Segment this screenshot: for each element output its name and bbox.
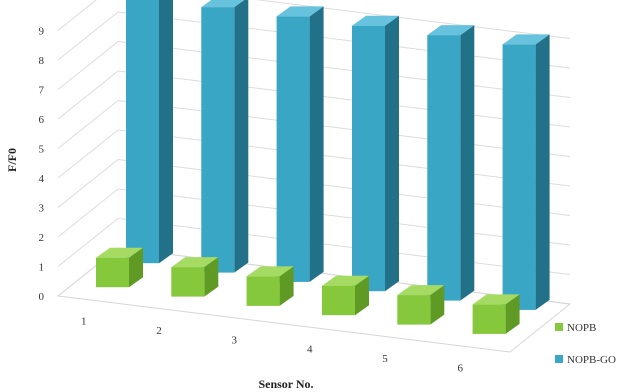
legend: NOPB NOPB-GO — [555, 322, 616, 366]
y-tick-label: 9 — [39, 26, 45, 38]
x-tick-label: 2 — [156, 325, 162, 337]
y-tick-label: 4 — [39, 173, 45, 185]
x-tick-label: 5 — [382, 353, 388, 365]
bar-nopb — [96, 247, 143, 288]
bar-nopb-go — [502, 34, 550, 310]
bar-nopb-go — [352, 15, 399, 292]
x-axis-title: Sensor No. — [258, 377, 313, 391]
legend-label-nopb: NOPB — [567, 322, 596, 334]
x-tick-label: 1 — [81, 316, 87, 328]
y-axis-title: F/F0 — [5, 148, 19, 172]
bar-nopb-go — [427, 25, 475, 301]
gridlines — [57, 0, 571, 305]
bar-nopb — [246, 266, 294, 306]
bar-nopb — [472, 294, 520, 334]
y-tick-label: 5 — [39, 144, 45, 156]
y-tick-label: 2 — [39, 232, 45, 244]
x-axis-ticks: 1 2 3 4 5 6 — [81, 316, 464, 375]
legend-swatch-nopb-go — [555, 355, 563, 363]
gridline — [57, 217, 571, 275]
y-tick-label: 6 — [39, 114, 45, 126]
x-tick-label: 3 — [232, 334, 238, 346]
y-tick-label: 1 — [39, 262, 45, 274]
x-tick-label: 4 — [307, 344, 313, 356]
bar-nopb — [322, 275, 369, 316]
y-tick-label: 0 — [39, 291, 45, 303]
gridline — [57, 40, 571, 98]
gridline — [57, 11, 571, 69]
gridline — [57, 129, 571, 187]
y-tick-label: 3 — [39, 203, 45, 215]
legend-swatch-nopb — [555, 323, 563, 331]
gridline — [57, 158, 571, 216]
legend-label-nopb-go: NOPB-GO — [567, 354, 616, 366]
y-tick-label: 7 — [39, 85, 45, 97]
bar-nopb-go — [276, 6, 324, 282]
bars-nopb-go — [126, 0, 550, 310]
x-tick-label: 6 — [458, 362, 464, 374]
bar-nopb — [397, 285, 445, 325]
bar-nopb — [171, 257, 219, 297]
gridline — [57, 99, 571, 157]
y-tick-label: 8 — [39, 55, 45, 67]
bars-nopb — [96, 247, 520, 334]
y-axis-ticks: 0 1 2 3 4 5 6 7 8 9 — [39, 26, 45, 304]
gridline — [57, 188, 571, 246]
gridline — [57, 70, 571, 128]
bar-nopb-go — [201, 0, 249, 273]
gridline — [57, 0, 571, 39]
bar-nopb-go — [126, 0, 173, 264]
